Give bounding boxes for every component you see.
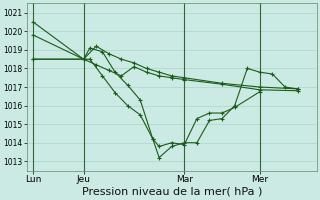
X-axis label: Pression niveau de la mer( hPa ): Pression niveau de la mer( hPa ) — [82, 187, 262, 197]
